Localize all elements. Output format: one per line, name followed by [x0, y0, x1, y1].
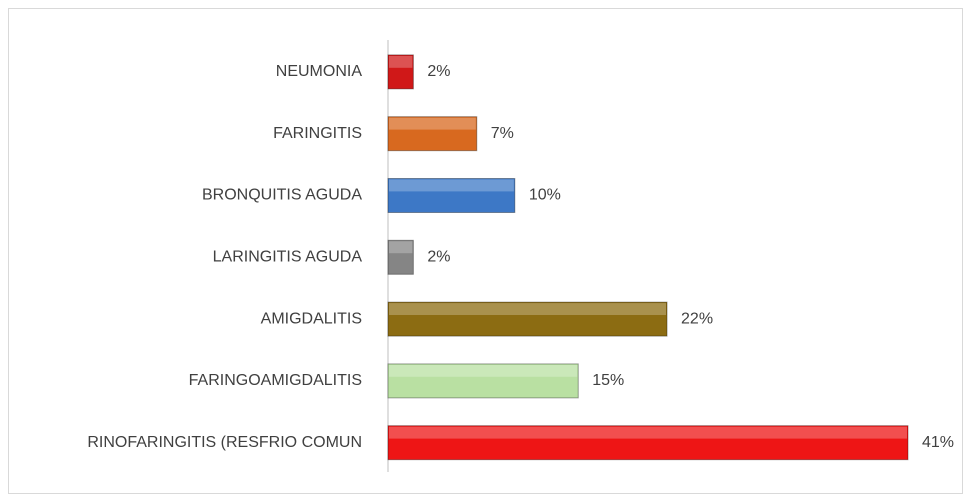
bar-highlight [389, 241, 413, 254]
bar [387, 363, 579, 399]
value-label: 15% [592, 372, 624, 389]
bar-highlight [389, 179, 514, 192]
category-label: BRONQUITIS AGUDA [202, 187, 362, 204]
bar-highlight [389, 303, 667, 315]
bar [387, 116, 478, 152]
bar [387, 301, 668, 337]
category-label: FARINGITIS [273, 125, 362, 142]
chart-frame [8, 8, 963, 494]
value-label: 2% [427, 249, 450, 266]
category-label: FARINGOAMIGDALITIS [189, 372, 362, 389]
value-label: 22% [681, 310, 713, 327]
bar [387, 178, 516, 213]
bar [387, 54, 414, 90]
value-label: 41% [922, 434, 954, 451]
bar [387, 425, 909, 461]
bar-highlight [389, 364, 578, 377]
bar-highlight [389, 55, 413, 68]
category-label: RINOFARINGITIS (RESFRIO COMUN [87, 434, 362, 451]
value-label: 2% [427, 63, 450, 80]
category-label: LARINGITIS AGUDA [213, 249, 363, 266]
bar [387, 239, 414, 275]
category-label: NEUMONIA [276, 63, 363, 80]
category-label: AMIGDALITIS [261, 310, 362, 327]
bar-highlight [389, 426, 907, 439]
value-label: 7% [491, 125, 514, 142]
bar-highlight [389, 117, 476, 130]
value-label: 10% [529, 187, 561, 204]
